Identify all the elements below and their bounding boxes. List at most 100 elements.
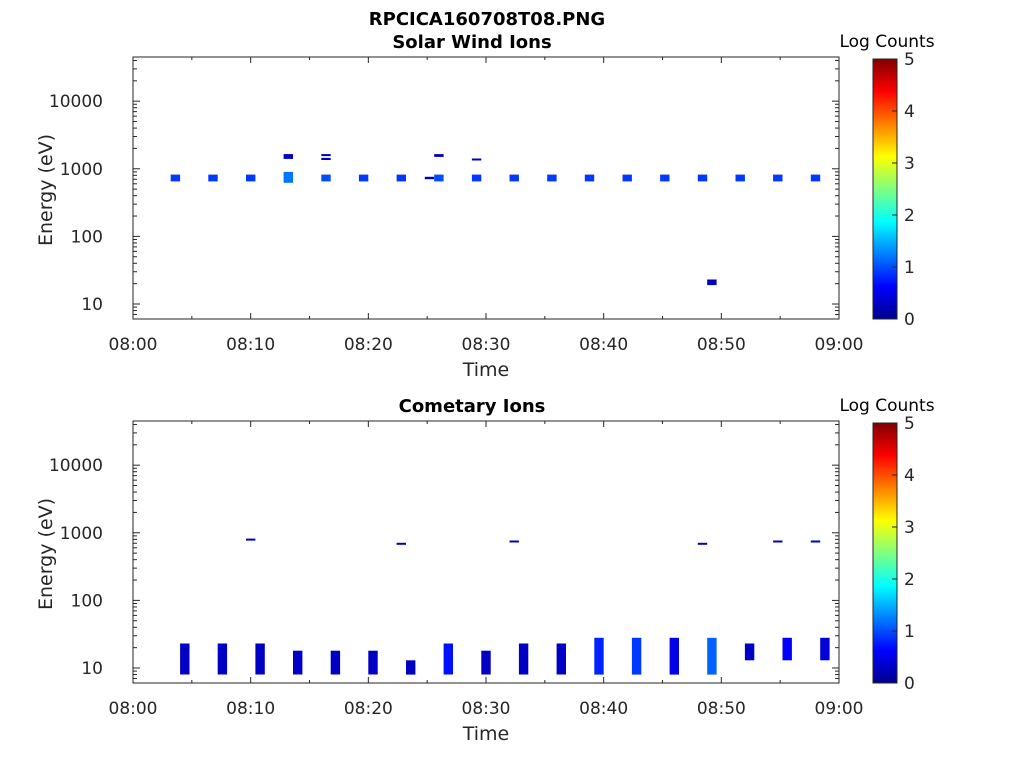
heatmap-cell: [443, 643, 453, 675]
heatmap-cell: [208, 174, 218, 182]
heatmap-cell: [509, 174, 519, 182]
y-tick-label: 10000: [49, 92, 103, 112]
colorbar-tick-label: 5: [904, 50, 915, 70]
heatmap-cell: [321, 154, 331, 157]
colorbar-tick-label: 4: [904, 466, 915, 486]
heatmap-cell: [180, 643, 190, 675]
y-tick-label: 1000: [60, 524, 103, 544]
colorbar: [872, 422, 898, 684]
heatmap-cell: [406, 660, 416, 675]
heatmap-cell: [255, 643, 265, 675]
heatmap-cell: [321, 157, 331, 160]
x-tick-label: 08:30: [462, 335, 511, 355]
x-tick-label: 08:00: [109, 335, 158, 355]
heatmap-cell: [246, 538, 256, 541]
solar-wind-ions-plot-area: [133, 57, 839, 319]
heatmap-cell: [434, 174, 444, 182]
heatmap-cell: [622, 174, 632, 182]
x-tick-label: 08:50: [697, 699, 746, 719]
heatmap-cell: [631, 637, 642, 675]
colorbar-tick-label: 4: [904, 102, 915, 122]
heatmap-cell: [669, 637, 679, 675]
heatmap-cell: [735, 174, 745, 182]
colorbar-tick-label: 5: [904, 414, 915, 434]
x-tick-label: 08:10: [226, 335, 275, 355]
heatmap-cell: [744, 643, 755, 661]
heatmap-cell: [330, 650, 341, 675]
x-tick-label: 08:00: [109, 699, 158, 719]
y-tick-label: 10: [81, 659, 103, 679]
colorbar-label: Log Counts: [839, 32, 934, 52]
heatmap-cell: [773, 174, 783, 182]
x-tick-label: 08:50: [697, 335, 746, 355]
colorbar-tick-label: 1: [904, 258, 915, 278]
x-axis-label: Time: [462, 359, 510, 381]
heatmap-cell: [396, 174, 406, 182]
y-axis-label: Energy (eV): [35, 134, 57, 246]
heatmap-cell: [481, 650, 491, 675]
y-tick-label: 100: [71, 591, 103, 611]
heatmap-cell: [518, 643, 529, 675]
heatmap-cell: [509, 540, 519, 543]
x-tick-label: 08:20: [344, 699, 393, 719]
heatmap-cell: [170, 174, 181, 182]
heatmap-cell: [547, 174, 557, 182]
heatmap-cell: [584, 174, 595, 182]
heatmap-cell: [773, 540, 783, 543]
colorbar-tick-label: 2: [904, 206, 915, 226]
colorbar-tick-label: 3: [904, 154, 915, 174]
heatmap-cell: [660, 174, 670, 182]
x-tick-label: 08:20: [344, 335, 393, 355]
heatmap-cell: [697, 174, 708, 182]
colorbar-tick-label: 1: [904, 622, 915, 642]
heatmap-cell: [293, 650, 303, 675]
heatmap-cell: [471, 174, 482, 182]
heatmap-cell: [368, 650, 378, 675]
colorbar-tick-label: 0: [904, 674, 915, 694]
heatmap-cell: [434, 154, 444, 157]
cometary-ions-title: Cometary Ions: [399, 396, 546, 417]
colorbar: [872, 58, 898, 320]
x-tick-label: 08:10: [226, 699, 275, 719]
colorbar-label: Log Counts: [839, 396, 934, 416]
heatmap-cell: [321, 174, 331, 182]
x-tick-label: 09:00: [815, 335, 864, 355]
y-tick-label: 1000: [60, 160, 103, 180]
figure-title: RPCICA160708T08.PNG: [369, 9, 605, 30]
y-tick-label: 10: [81, 295, 103, 315]
heatmap-cell: [246, 174, 256, 182]
heatmap-cell: [283, 154, 293, 159]
y-axis-label: Energy (eV): [35, 498, 57, 610]
heatmap-cell: [556, 643, 566, 675]
solar-wind-ions-title: Solar Wind Ions: [392, 32, 551, 53]
heatmap-cell: [396, 542, 406, 545]
heatmap-cell: [217, 643, 228, 675]
heatmap-cell: [358, 174, 369, 182]
heatmap-cell: [283, 171, 293, 183]
heatmap-cell: [707, 279, 717, 286]
x-axis-label: Time: [462, 723, 510, 745]
x-tick-label: 08:40: [579, 335, 628, 355]
colorbar-tick-label: 3: [904, 518, 915, 538]
heatmap-cell: [782, 637, 792, 661]
solar-wind-ions-panel: 08:00 08:10 08:20 08:30 08:40 08:50 09:0010100…: [35, 32, 935, 381]
colorbar-tick-label: 0: [904, 310, 915, 330]
heatmap-cell: [810, 540, 821, 543]
heatmap-cell: [471, 158, 482, 161]
heatmap-cell: [820, 637, 830, 661]
cometary-ions-plot-area: [133, 421, 839, 683]
heatmap-cell: [594, 637, 604, 675]
x-tick-label: 08:30: [462, 699, 511, 719]
heatmap-cell: [707, 637, 717, 675]
heatmap-cell: [697, 542, 708, 545]
y-tick-label: 100: [71, 227, 103, 247]
heatmap-cell: [810, 174, 821, 182]
colorbar-tick-label: 2: [904, 570, 915, 590]
x-tick-label: 09:00: [815, 699, 864, 719]
x-tick-label: 08:40: [579, 699, 628, 719]
y-tick-label: 10000: [49, 456, 103, 476]
heatmap-cell: [424, 176, 435, 180]
cometary-ions-panel: 08:00 08:10 08:20 08:30 08:40 08:50 09:0010100…: [35, 396, 935, 745]
